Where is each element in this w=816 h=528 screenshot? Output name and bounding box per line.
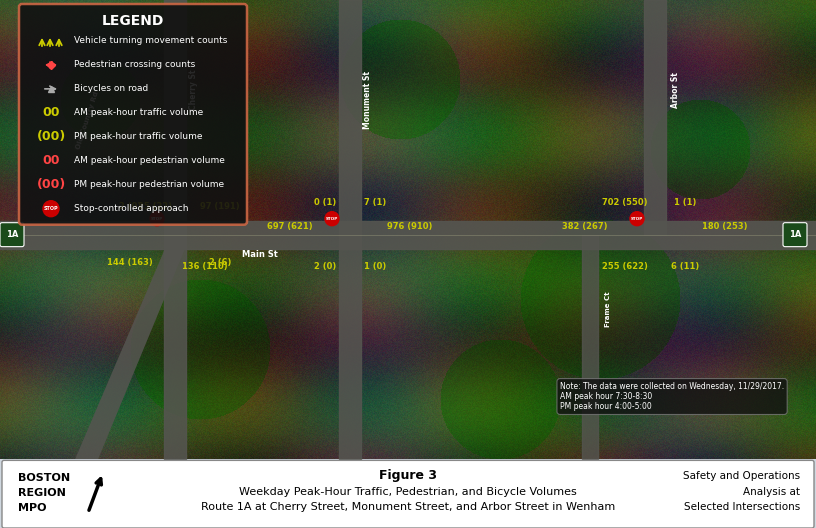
Text: 25 (22): 25 (22) — [138, 202, 172, 211]
Text: Monument St: Monument St — [363, 71, 372, 129]
Text: 382 (267): 382 (267) — [562, 222, 608, 231]
Text: 00: 00 — [42, 154, 60, 167]
FancyBboxPatch shape — [783, 223, 807, 247]
Text: PM peak-hour traffic volume: PM peak-hour traffic volume — [74, 133, 202, 142]
Circle shape — [325, 212, 339, 225]
Circle shape — [150, 212, 164, 225]
Text: Pedestrian crossing counts: Pedestrian crossing counts — [74, 60, 195, 69]
Text: 1 (0): 1 (0) — [364, 262, 386, 271]
Text: Stop-controlled approach: Stop-controlled approach — [74, 204, 188, 213]
Text: Cherry St: Cherry St — [188, 70, 197, 110]
Text: Note: The data were collected on Wednesday, 11/29/2017.
AM peak hour 7:30-8:30
P: Note: The data were collected on Wednesd… — [560, 382, 784, 411]
Text: BOSTON: BOSTON — [18, 473, 70, 483]
Text: 976 (910): 976 (910) — [388, 222, 432, 231]
Text: Figure 3: Figure 3 — [379, 469, 437, 482]
Text: 144 (163): 144 (163) — [107, 258, 153, 267]
Text: AM peak-hour pedestrian volume: AM peak-hour pedestrian volume — [74, 156, 225, 165]
Text: 702 (550): 702 (550) — [602, 198, 648, 207]
Text: 0 (1): 0 (1) — [314, 198, 336, 207]
Text: STOP: STOP — [631, 216, 643, 221]
Text: 697 (621): 697 (621) — [267, 222, 313, 231]
Text: Main St: Main St — [242, 250, 278, 259]
Text: AM peak-hour traffic volume: AM peak-hour traffic volume — [74, 108, 203, 117]
Text: Vehicle turning movement counts: Vehicle turning movement counts — [74, 36, 228, 45]
Text: 6 (11): 6 (11) — [671, 262, 699, 271]
Text: 255 (622): 255 (622) — [602, 262, 648, 271]
Text: MPO: MPO — [18, 503, 47, 513]
Text: Route 1A at Cherry Street, Monument Street, and Arbor Street in Wenham: Route 1A at Cherry Street, Monument Stre… — [201, 502, 615, 512]
Text: Weekday Peak-Hour Traffic, Pedestrian, and Bicycle Volumes: Weekday Peak-Hour Traffic, Pedestrian, a… — [239, 487, 577, 497]
FancyBboxPatch shape — [2, 460, 814, 528]
Text: 2 (6): 2 (6) — [209, 258, 231, 267]
Text: 7 (1): 7 (1) — [364, 198, 386, 207]
Circle shape — [630, 212, 644, 225]
Text: (00): (00) — [37, 130, 65, 143]
Text: 1A: 1A — [789, 230, 801, 239]
Text: Old Country Rd: Old Country Rd — [76, 90, 100, 149]
Text: Bicycles on road: Bicycles on road — [74, 84, 149, 93]
Text: STOP: STOP — [326, 216, 338, 221]
Text: 97 (191): 97 (191) — [200, 202, 240, 211]
Circle shape — [43, 201, 59, 216]
Text: 1A: 1A — [6, 230, 18, 239]
Text: Frame Ct: Frame Ct — [605, 292, 611, 327]
Text: 136 (110): 136 (110) — [182, 262, 228, 271]
Polygon shape — [75, 249, 185, 459]
Text: 180 (253): 180 (253) — [703, 222, 747, 231]
Text: Safety and Operations: Safety and Operations — [683, 470, 800, 480]
Text: REGION: REGION — [18, 488, 66, 498]
Text: 2 (0): 2 (0) — [119, 202, 141, 211]
Text: Analysis at: Analysis at — [743, 487, 800, 497]
Text: STOP: STOP — [44, 206, 58, 211]
Text: Arbor St: Arbor St — [671, 72, 680, 108]
Text: 00: 00 — [42, 106, 60, 119]
FancyBboxPatch shape — [0, 223, 24, 247]
Text: STOP: STOP — [151, 216, 163, 221]
Text: Selected Intersections: Selected Intersections — [684, 502, 800, 512]
Text: (00): (00) — [37, 178, 65, 191]
Text: 2 (0): 2 (0) — [314, 262, 336, 271]
Text: LEGEND: LEGEND — [102, 14, 164, 28]
FancyBboxPatch shape — [19, 4, 247, 225]
Text: 1 (1): 1 (1) — [674, 198, 696, 207]
Text: PM peak-hour pedestrian volume: PM peak-hour pedestrian volume — [74, 180, 224, 189]
